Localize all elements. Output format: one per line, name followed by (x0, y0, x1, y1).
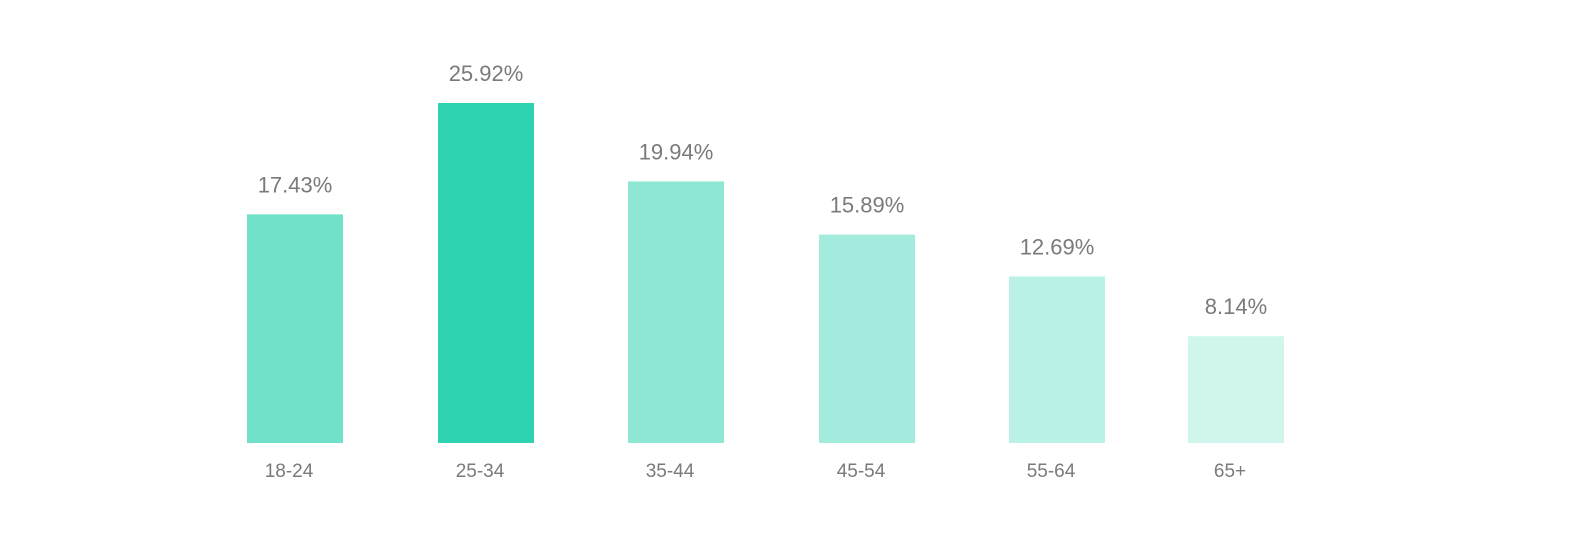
data-label-45-54: 15.89% (830, 193, 905, 218)
tick-label-18-24: 18-24 (265, 461, 314, 482)
tick-label-35-44: 35-44 (646, 461, 695, 482)
bars-layer (247, 103, 1284, 444)
tick-label-25-34: 25-34 (456, 461, 505, 482)
data-label-55-64: 12.69% (1020, 235, 1095, 260)
data-label-35-44: 19.94% (639, 139, 714, 164)
bar-18-24 (247, 214, 343, 443)
bar-55-64 (1009, 276, 1105, 443)
value-labels-layer: 17.43% 25.92% 19.94% 15.89% 12.69% 8.14% (258, 61, 1268, 319)
tick-label-55-64: 55-64 (1027, 461, 1076, 482)
tick-label-65+: 65+ (1214, 461, 1246, 482)
tick-label-45-54: 45-54 (837, 461, 886, 482)
category-labels-layer: 18-24 25-34 35-44 45-54 55-64 65+ (265, 461, 1246, 482)
data-label-18-24: 17.43% (258, 172, 333, 197)
data-label-25-34: 25.92% (449, 61, 524, 86)
bar-25-34 (438, 103, 534, 443)
bar-65+ (1188, 336, 1284, 443)
bar-35-44 (628, 181, 724, 444)
data-label-65+: 8.14% (1205, 294, 1267, 319)
bar-45-54 (819, 234, 915, 443)
